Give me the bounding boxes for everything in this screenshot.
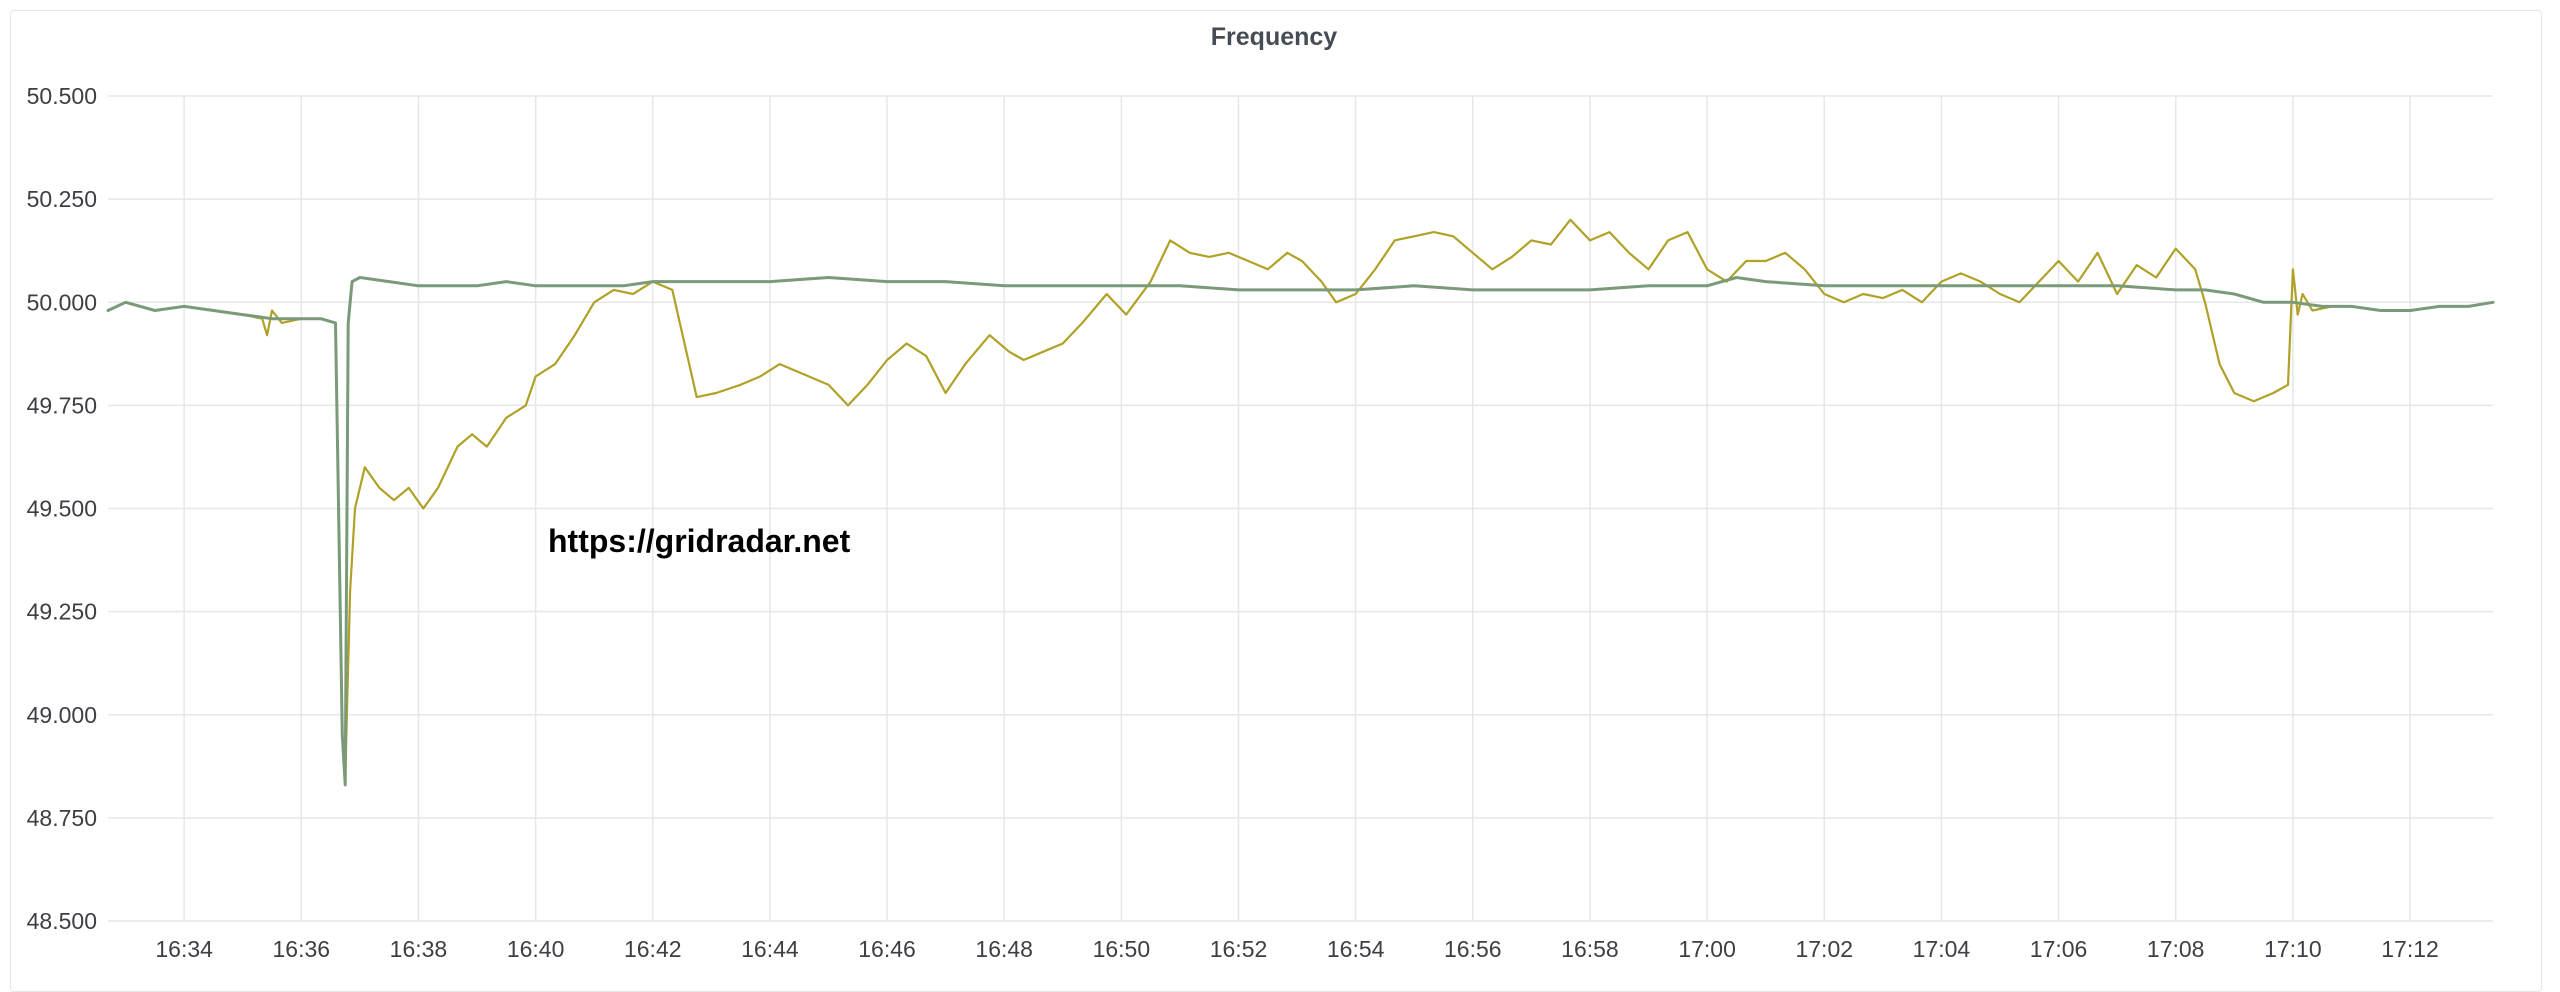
grid-lines xyxy=(108,95,2493,922)
watermark-text: https://gridradar.net xyxy=(548,523,851,559)
series-line-2 xyxy=(106,276,2495,787)
x-tick-label: 17:04 xyxy=(1913,936,1971,962)
x-tick-label: 16:36 xyxy=(273,936,331,962)
x-tick-label: 17:02 xyxy=(1795,936,1853,962)
x-tick-label: 16:40 xyxy=(507,936,565,962)
chart-title: Frequency xyxy=(1210,23,1338,51)
y-tick-label: 49.750 xyxy=(27,392,97,418)
y-tick-label: 50.000 xyxy=(27,289,97,315)
x-tick-label: 16:38 xyxy=(390,936,448,962)
y-tick-label: 49.500 xyxy=(27,496,97,522)
y-tick-label: 48.750 xyxy=(27,805,97,831)
y-tick-label: 49.000 xyxy=(27,702,97,728)
y-axis-ticks: 50.500 50.250 50.000 49.750 49.500 49.250 49.0… xyxy=(27,83,97,934)
x-tick-label: 17:00 xyxy=(1678,936,1736,962)
x-tick-label: 16:56 xyxy=(1444,936,1502,962)
x-tick-label: 16:58 xyxy=(1561,936,1619,962)
x-axis-ticks: 16:34 16:36 16:38 16:40 16:42 16:44 16:46 16:48… xyxy=(155,936,2438,962)
x-tick-label: 17:08 xyxy=(2147,936,2205,962)
x-tick-label: 17:10 xyxy=(2264,936,2322,962)
y-tick-label: 50.250 xyxy=(27,186,97,212)
x-tick-label: 16:42 xyxy=(624,936,682,962)
x-tick-label: 16:46 xyxy=(858,936,916,962)
x-tick-label: 16:34 xyxy=(155,936,213,962)
x-tick-label: 16:48 xyxy=(975,936,1033,962)
y-tick-label: 49.250 xyxy=(27,599,97,625)
y-tick-label: 48.500 xyxy=(27,908,97,934)
x-tick-label: 17:06 xyxy=(2030,936,2088,962)
series-lines xyxy=(106,218,2495,787)
x-tick-label: 16:52 xyxy=(1210,936,1268,962)
x-tick-label: 16:50 xyxy=(1093,936,1151,962)
x-tick-label: 16:54 xyxy=(1327,936,1385,962)
x-tick-label: 16:44 xyxy=(741,936,799,962)
chart-panel xyxy=(10,10,2542,992)
x-tick-label: 17:12 xyxy=(2381,936,2439,962)
series-line-1 xyxy=(106,218,2353,782)
y-tick-label: 50.500 xyxy=(27,83,97,109)
